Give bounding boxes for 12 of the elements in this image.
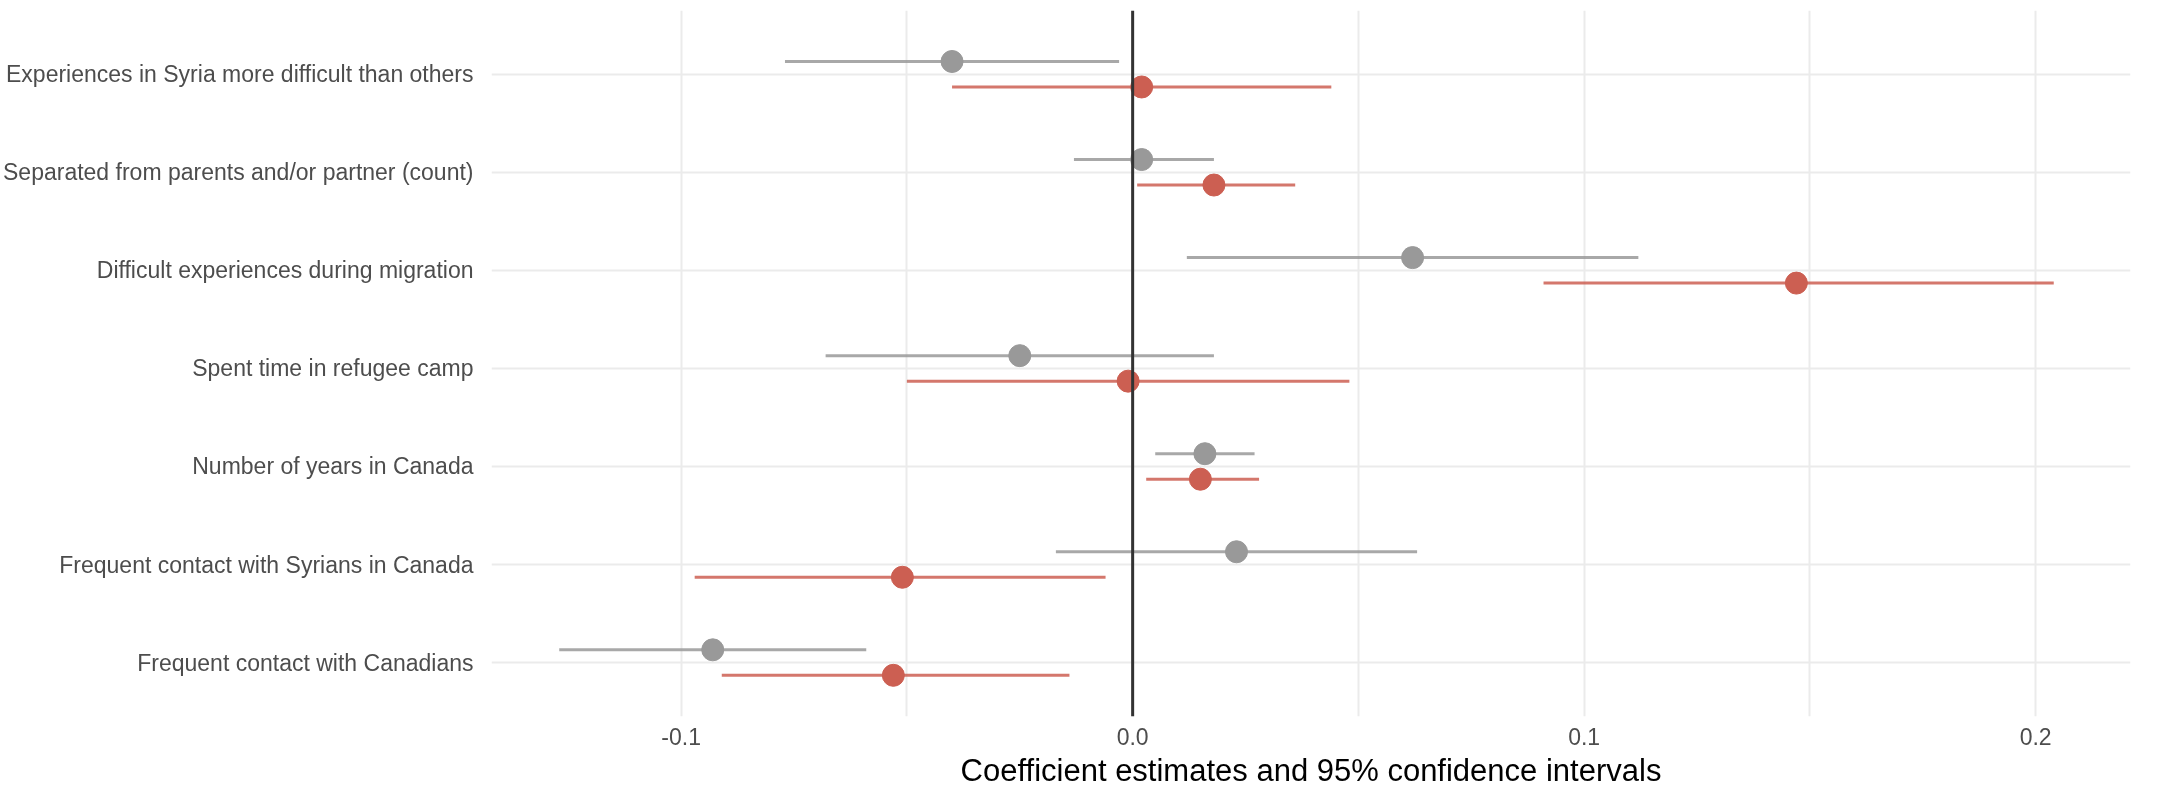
y-tick-label: Difficult experiences during migration xyxy=(96,257,474,284)
y-tick-label: Frequent contact with Syrians in Canada xyxy=(59,551,474,578)
y-tick-label: Number of years in Canada xyxy=(192,453,474,480)
y-tick-label: Experiences in Syria more difficult than others xyxy=(6,61,474,88)
y-tick-label: Spent time in refugee camp xyxy=(192,355,474,382)
y-tick-label: Separated from parents and/or partner (count) xyxy=(3,159,474,186)
x-tick-label: 0.0 xyxy=(1116,723,1149,750)
x-tick-label: 0.1 xyxy=(1568,723,1601,750)
x-tick-label: 0.2 xyxy=(2019,723,2052,750)
y-tick-label: Frequent contact with Canadians xyxy=(137,649,474,676)
x-tick-label: -0.1 xyxy=(661,723,701,750)
x-axis-title: Coefficient estimates and 95% confidence intervals xyxy=(960,752,1662,788)
